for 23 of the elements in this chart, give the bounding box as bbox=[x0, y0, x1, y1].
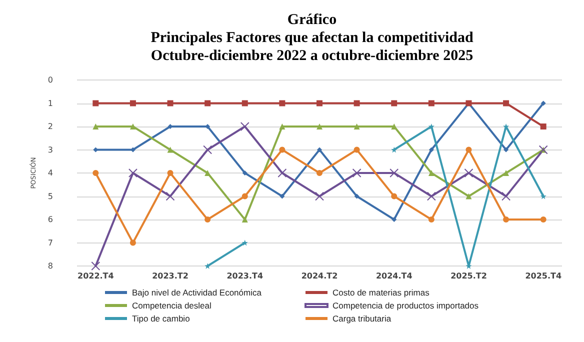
legend-label: Competencia desleal bbox=[132, 300, 212, 310]
y-tick-label: 7 bbox=[48, 238, 53, 248]
y-tick-label: 2 bbox=[48, 122, 53, 131]
y-tick-label: 3 bbox=[48, 145, 53, 154]
x-tick-label: 2024.T2 bbox=[301, 272, 338, 280]
legend-label: Tipo de cambio bbox=[132, 314, 190, 324]
x-tick-label: 2022.T4 bbox=[77, 272, 114, 280]
y-tick-label: 4 bbox=[48, 168, 53, 178]
legend-label: Bajo nivel de Actividad Económica bbox=[132, 288, 262, 298]
legend-label: Costo de materias primas bbox=[332, 288, 430, 298]
x-tick-label: 2025.T4 bbox=[525, 272, 562, 280]
x-tick-label: 2023.T2 bbox=[152, 272, 188, 280]
legend-label: Competencia de productos importados bbox=[332, 300, 478, 310]
y-tick-label: 0 bbox=[48, 76, 53, 84]
y-tick-label: 8 bbox=[48, 262, 53, 270]
x-tick-label: 2025.T2 bbox=[450, 272, 487, 280]
chart-title: Gráfico Principales Factores que afectan la competitividad Octubre-diciembre 2022 a octubre-diciembre 2025 bbox=[150, 12, 474, 64]
y-tick-label: 6 bbox=[48, 215, 53, 224]
x-tick-label: 2024.T4 bbox=[376, 272, 413, 280]
x-tick-label: 2023.T4 bbox=[226, 272, 264, 280]
y-tick-label: 1 bbox=[48, 98, 53, 108]
y-tick-label: 5 bbox=[48, 192, 53, 201]
legend-label: Carga tributaria bbox=[332, 314, 392, 324]
